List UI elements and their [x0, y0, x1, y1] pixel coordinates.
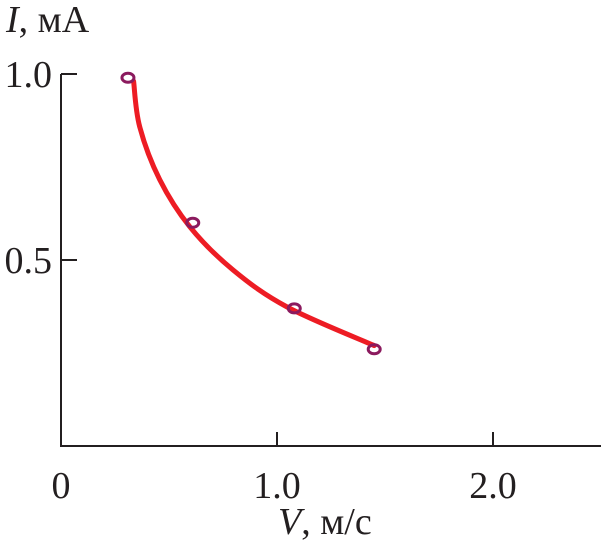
data-point [120, 71, 136, 84]
x-tick-label: 1.0 [253, 465, 301, 507]
x-tick-label: 0 [52, 465, 71, 507]
y-axis-var: I [5, 0, 21, 41]
x-tick-label: 2.0 [469, 465, 517, 507]
y-axis-label: I, мА [5, 0, 90, 41]
x-axis-label: V, м/с [278, 501, 372, 543]
data-point [286, 302, 302, 315]
y-tick-label: 1.0 [5, 54, 53, 96]
data-point [185, 216, 201, 229]
y-tick-label: 0.5 [5, 240, 53, 282]
x-axis-var: V [278, 501, 305, 543]
x-axis-unit: , м/с [301, 501, 371, 543]
data-point [366, 343, 382, 356]
y-axis-unit: , мА [19, 0, 90, 41]
fit-curve [131, 78, 377, 349]
